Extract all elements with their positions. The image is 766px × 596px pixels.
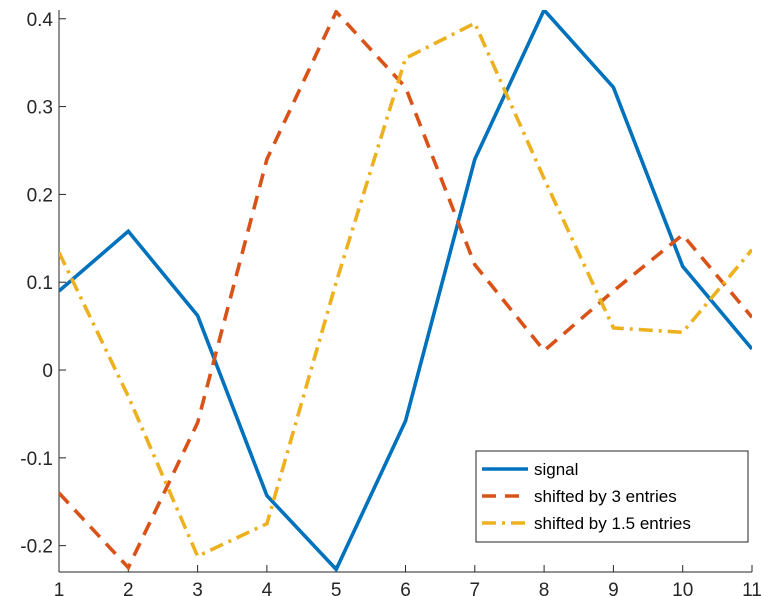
x-tick-label: 1 <box>54 580 65 596</box>
series-line-2 <box>59 10 752 571</box>
y-tick-label: 0.1 <box>27 273 53 294</box>
x-tick-label: 8 <box>539 580 550 596</box>
x-tick-label: 6 <box>400 580 411 596</box>
series-lines <box>59 10 752 572</box>
y-tick-label: 0 <box>42 361 53 382</box>
legend-label: shifted by 3 entries <box>534 487 677 506</box>
legend-label: shifted by 1.5 entries <box>534 514 691 533</box>
x-tick-label: 9 <box>608 580 619 596</box>
axes: 1 2 3 4 5 6 7 8 9 10 11 -0.2 -0.1 0 0.1 0.2 0.3 0.4 <box>20 10 762 596</box>
x-tick-label: 4 <box>262 580 273 596</box>
y-tick-label: -0.2 <box>20 537 53 558</box>
x-tick-label: 2 <box>123 580 134 596</box>
x-tick-label: 7 <box>470 580 481 596</box>
x-tick-label: 11 <box>742 580 762 596</box>
y-tick-label: -0.1 <box>20 449 53 470</box>
legend: signal shifted by 3 entries shifted by 1.5… <box>475 450 749 543</box>
x-tick-label: 10 <box>672 580 693 596</box>
x-tick-label: 5 <box>331 580 342 596</box>
y-tick-label: 0.3 <box>27 98 53 119</box>
legend-label: signal <box>534 460 578 479</box>
y-tick-label: 0.4 <box>27 10 54 31</box>
legend-box <box>475 450 749 543</box>
y-tick-label: 0.2 <box>27 185 53 206</box>
x-tick-label: 3 <box>192 580 203 596</box>
series-line-1 <box>59 10 752 572</box>
